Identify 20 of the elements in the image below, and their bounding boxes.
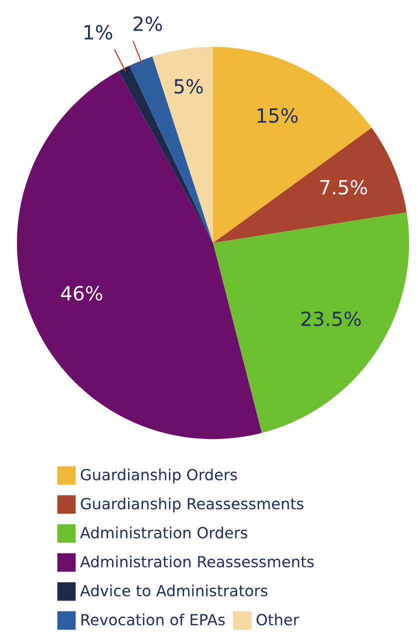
- pie-slice: [130, 56, 213, 243]
- data-label: 1%: [84, 24, 112, 40]
- data-label: 2%: [134, 16, 162, 32]
- pie-slice: [213, 128, 407, 243]
- legend-label: Guardianship Reassessments: [80, 498, 304, 512]
- pie-slice: [213, 212, 409, 433]
- legend-label: Guardianship Orders: [80, 468, 237, 484]
- pie-slice: [118, 66, 213, 243]
- data-label: 23.5%: [302, 311, 361, 326]
- data-label: 5%: [174, 79, 203, 94]
- data-label: 7.5%: [320, 180, 368, 195]
- legend-label: Advice to Administrators: [80, 584, 268, 596]
- legend-label: Revocation of EPAs: [82, 614, 225, 626]
- data-label: 15%: [258, 108, 298, 123]
- legend-label: Administration Reassessments: [80, 556, 314, 568]
- pie-slice: [152, 46, 213, 243]
- legend-label: Other: [256, 614, 300, 626]
- pie-slice: [213, 46, 372, 243]
- legend-label: Administration Orders: [80, 526, 248, 538]
- data-label: 46%: [61, 286, 102, 301]
